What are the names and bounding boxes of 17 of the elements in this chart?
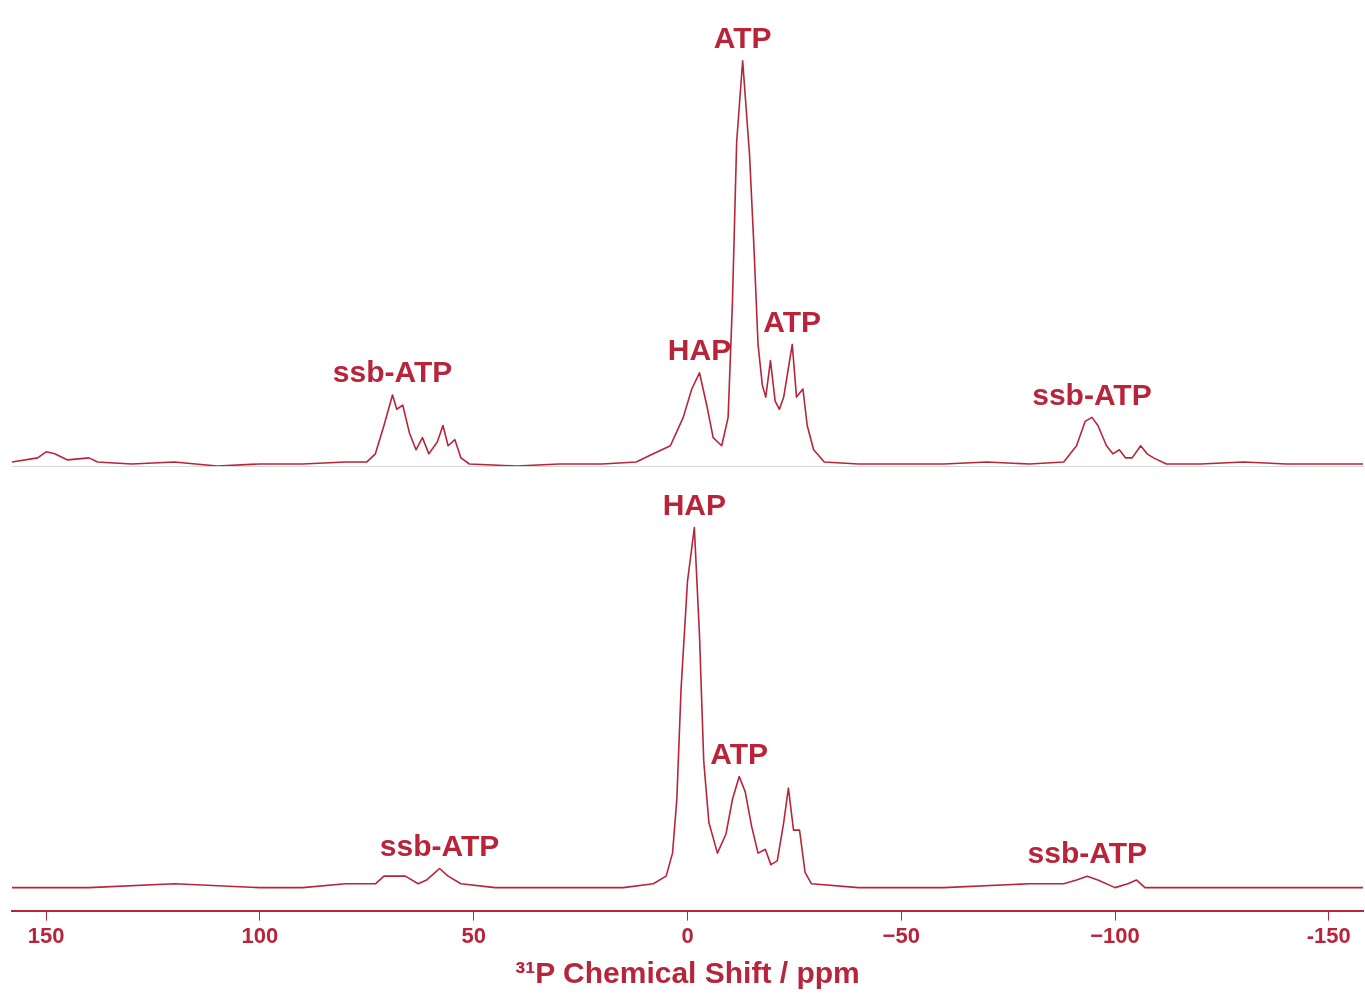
x-tick-label: 150 — [27, 922, 65, 948]
x-axis-title: ³¹P Chemical Shift / ppm — [515, 956, 860, 990]
annotation: ssb-ATP — [1032, 377, 1152, 411]
x-tick-label: 50 — [461, 922, 486, 948]
x-tick-label: 100 — [241, 922, 279, 948]
annotation: ATP — [710, 736, 769, 770]
annotation: ssb-ATP — [379, 828, 500, 862]
annotation: ssb-ATP — [1027, 836, 1147, 870]
annotation: ATP — [763, 304, 822, 338]
x-tick-label: −50 — [882, 922, 920, 948]
annotation: ATP — [713, 21, 772, 54]
annotation: HAP — [662, 487, 727, 521]
annotation: HAP — [667, 333, 732, 367]
annotation: ssb-ATP — [332, 355, 453, 389]
x-tick-label: 0 — [681, 922, 694, 948]
x-tick-label: -150 — [1306, 922, 1351, 948]
x-tick-label: −100 — [1090, 922, 1140, 948]
